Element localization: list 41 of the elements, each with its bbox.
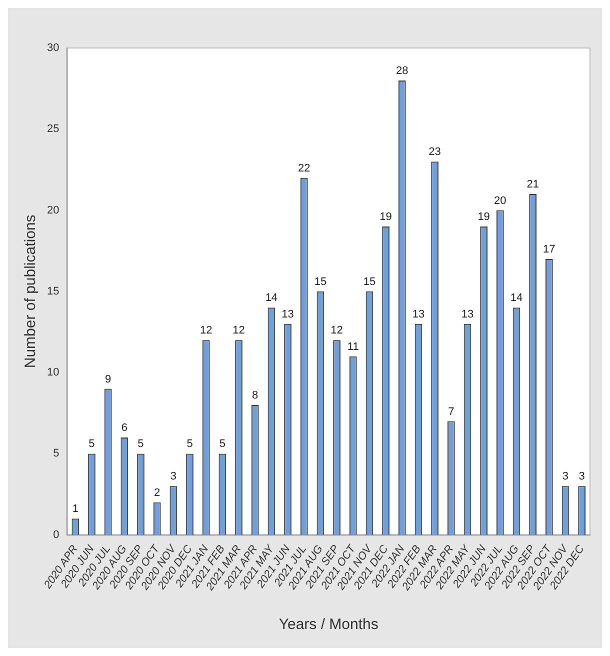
data-label: 19 xyxy=(380,211,392,224)
data-label: 28 xyxy=(396,64,408,77)
data-label: 5 xyxy=(219,438,226,450)
data-label: 13 xyxy=(412,308,425,320)
data-label: 13 xyxy=(461,308,474,320)
data-label: 20 xyxy=(494,194,506,207)
data-label: 3 xyxy=(562,470,569,483)
data-label: 11 xyxy=(347,340,359,353)
data-label: 3 xyxy=(170,470,176,483)
y-tick-label: 10 xyxy=(46,366,60,379)
data-label: 5 xyxy=(88,438,95,450)
y-tick-label: 5 xyxy=(53,448,60,460)
data-label: 12 xyxy=(200,324,212,337)
y-tick-label: 30 xyxy=(46,42,60,54)
data-label: 14 xyxy=(510,292,523,304)
data-label: 1 xyxy=(72,503,78,516)
y-tick-label: 25 xyxy=(46,123,60,136)
data-label: 5 xyxy=(186,438,193,450)
data-label: 2 xyxy=(154,486,160,499)
y-axis-title: Number of publications xyxy=(22,214,40,368)
x-axis-title: Years / Months xyxy=(278,616,378,634)
y-tick-label: 20 xyxy=(46,204,60,216)
data-label: 17 xyxy=(543,244,556,256)
data-label: 22 xyxy=(298,162,310,174)
data-label: 12 xyxy=(232,324,245,337)
data-label: 7 xyxy=(448,406,454,418)
y-tick-label: 0 xyxy=(53,528,60,541)
data-label: 14 xyxy=(265,292,278,304)
data-label: 12 xyxy=(330,324,343,337)
data-label: 23 xyxy=(428,146,441,158)
data-label: 8 xyxy=(252,390,258,402)
data-label: 6 xyxy=(121,422,128,434)
data-label: 19 xyxy=(478,211,490,224)
data-label: 21 xyxy=(526,178,539,191)
data-label: 15 xyxy=(314,276,327,288)
data-label: 13 xyxy=(282,308,294,320)
data-label: 3 xyxy=(578,470,585,483)
data-label: 5 xyxy=(138,438,144,450)
y-tick-label: 15 xyxy=(46,285,60,298)
data-label: 15 xyxy=(363,276,376,288)
data-label: 9 xyxy=(105,373,112,386)
